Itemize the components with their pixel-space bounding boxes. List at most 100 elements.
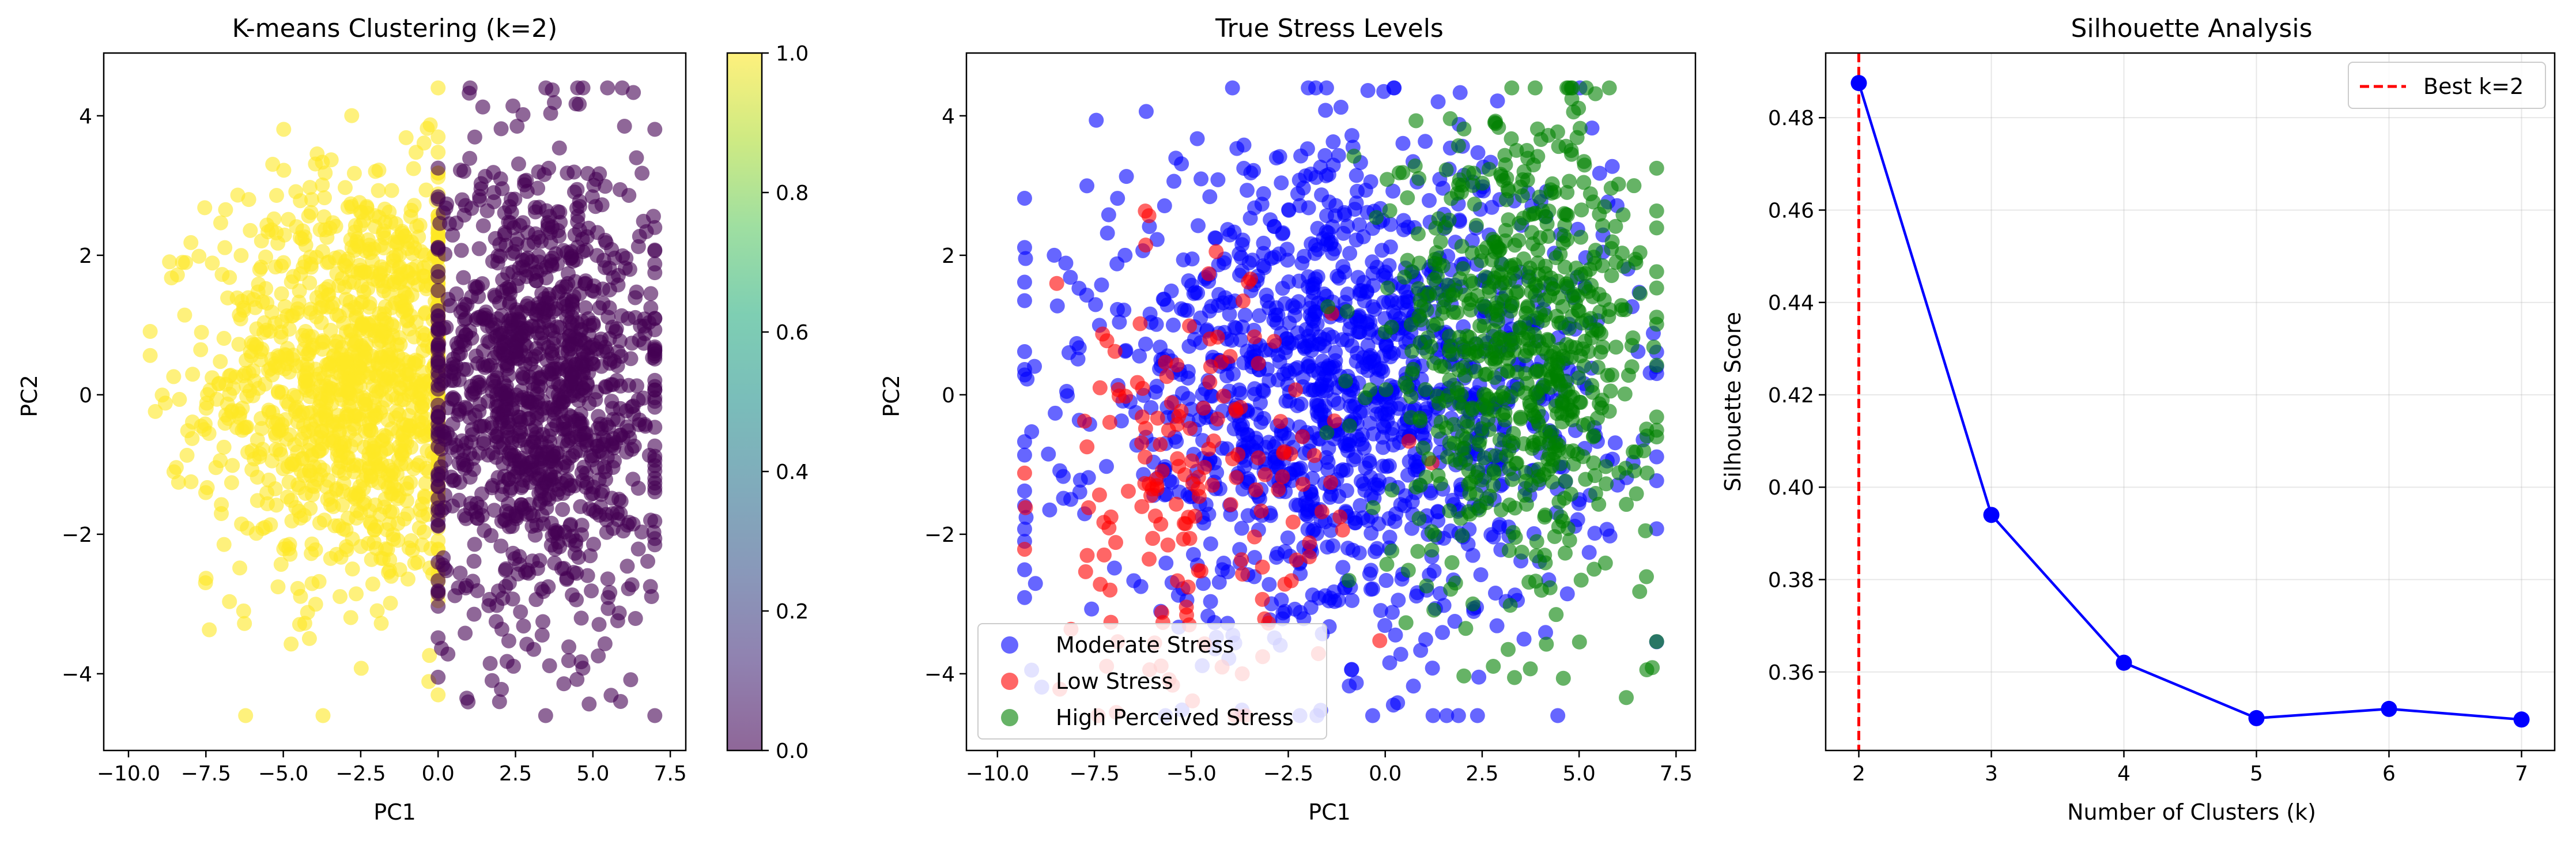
stress-point xyxy=(1582,186,1598,202)
kmeans-point xyxy=(399,476,414,491)
stress-point xyxy=(1570,446,1585,462)
kmeans-point xyxy=(645,209,661,224)
stress-point xyxy=(1502,598,1518,613)
stress-point xyxy=(1577,157,1592,173)
kmeans-point xyxy=(293,589,308,604)
kmeans-point xyxy=(520,296,535,311)
stress-point xyxy=(1153,339,1168,355)
stress-point xyxy=(1541,462,1557,477)
kmeans-point xyxy=(550,204,565,220)
stress-point xyxy=(1261,300,1277,316)
stress-point xyxy=(1331,593,1346,608)
stress-point xyxy=(1165,318,1181,333)
stress-xtick-label: 2.5 xyxy=(1465,762,1498,786)
stress-point xyxy=(1263,212,1278,228)
stress-point xyxy=(1625,330,1641,346)
silhouette-xtick-label: 3 xyxy=(1985,762,1998,786)
kmeans-panel: K-means Clustering (k=2) PC1 PC2 −10.0 −7… xyxy=(17,14,687,825)
stress-point xyxy=(1185,546,1201,562)
stress-point xyxy=(1479,367,1494,382)
stress-point xyxy=(1645,660,1660,676)
kmeans-point xyxy=(380,480,396,495)
kmeans-point xyxy=(598,379,613,394)
kmeans-point xyxy=(373,348,388,364)
stress-point xyxy=(1508,530,1523,545)
kmeans-point xyxy=(464,422,480,437)
stress-point xyxy=(1241,435,1256,451)
kmeans-point xyxy=(469,348,484,364)
kmeans-point xyxy=(471,241,487,256)
stress-point xyxy=(1153,437,1168,452)
kmeans-point xyxy=(501,633,516,648)
stress-point xyxy=(1203,388,1219,403)
kmeans-point xyxy=(480,394,496,409)
stress-point xyxy=(1361,453,1377,469)
kmeans-point xyxy=(493,121,509,137)
kmeans-point xyxy=(414,408,429,424)
stress-point xyxy=(1096,547,1112,563)
stress-point xyxy=(1048,405,1063,421)
kmeans-point xyxy=(216,331,232,346)
stress-point xyxy=(1179,599,1194,615)
kmeans-points xyxy=(142,80,663,723)
colorbar-tick-label: 0.6 xyxy=(776,321,809,345)
kmeans-point xyxy=(239,389,255,405)
stress-point xyxy=(1049,298,1065,314)
stress-point xyxy=(1514,545,1529,560)
kmeans-point xyxy=(393,457,409,472)
stress-point xyxy=(1138,336,1153,352)
kmeans-point xyxy=(647,122,663,137)
stress-point xyxy=(1385,183,1401,199)
stress-point xyxy=(1191,481,1206,497)
stress-point xyxy=(1102,414,1117,430)
stress-point xyxy=(1425,661,1440,676)
stress-point xyxy=(1335,522,1350,538)
kmeans-point xyxy=(486,350,502,365)
stress-point xyxy=(1017,240,1032,255)
kmeans-point xyxy=(515,478,530,493)
stress-point xyxy=(1463,302,1478,318)
stress-point xyxy=(1156,292,1172,307)
kmeans-point xyxy=(528,273,544,289)
kmeans-point xyxy=(473,181,489,197)
stress-point xyxy=(1241,274,1256,290)
stress-point xyxy=(1426,602,1442,618)
stress-point xyxy=(1503,258,1519,274)
stress-point xyxy=(1395,135,1411,151)
stress-point xyxy=(1309,404,1325,420)
stress-point xyxy=(1400,190,1415,206)
stress-point xyxy=(1538,307,1553,323)
kmeans-point xyxy=(609,321,624,337)
stress-point xyxy=(1526,437,1542,453)
stress-point xyxy=(1267,334,1282,349)
kmeans-point xyxy=(527,199,543,215)
kmeans-point xyxy=(569,592,584,608)
kmeans-point xyxy=(230,187,245,203)
kmeans-point xyxy=(422,117,438,133)
stress-point xyxy=(1184,453,1200,469)
kmeans-point xyxy=(588,392,603,408)
kmeans-point xyxy=(584,283,600,299)
stress-point xyxy=(1357,440,1372,456)
stress-point xyxy=(1312,336,1328,352)
kmeans-point xyxy=(400,506,416,522)
kmeans-point xyxy=(292,230,308,246)
kmeans-point xyxy=(454,243,469,258)
silhouette-xtick-label: 2 xyxy=(1852,762,1865,786)
stress-point xyxy=(1320,462,1336,477)
kmeans-point xyxy=(625,471,641,487)
kmeans-point xyxy=(456,508,472,523)
stress-point xyxy=(1375,440,1391,455)
kmeans-point xyxy=(465,387,481,402)
stress-point xyxy=(1201,266,1217,281)
kmeans-point xyxy=(218,202,233,217)
kmeans-point xyxy=(413,386,429,402)
kmeans-point xyxy=(198,485,213,500)
stress-point xyxy=(1390,695,1406,711)
kmeans-point xyxy=(495,284,511,299)
stress-point xyxy=(1091,487,1107,503)
kmeans-point xyxy=(260,224,276,240)
stress-point xyxy=(1107,344,1123,359)
silhouette-point xyxy=(2513,711,2530,728)
stress-point xyxy=(1058,255,1074,271)
